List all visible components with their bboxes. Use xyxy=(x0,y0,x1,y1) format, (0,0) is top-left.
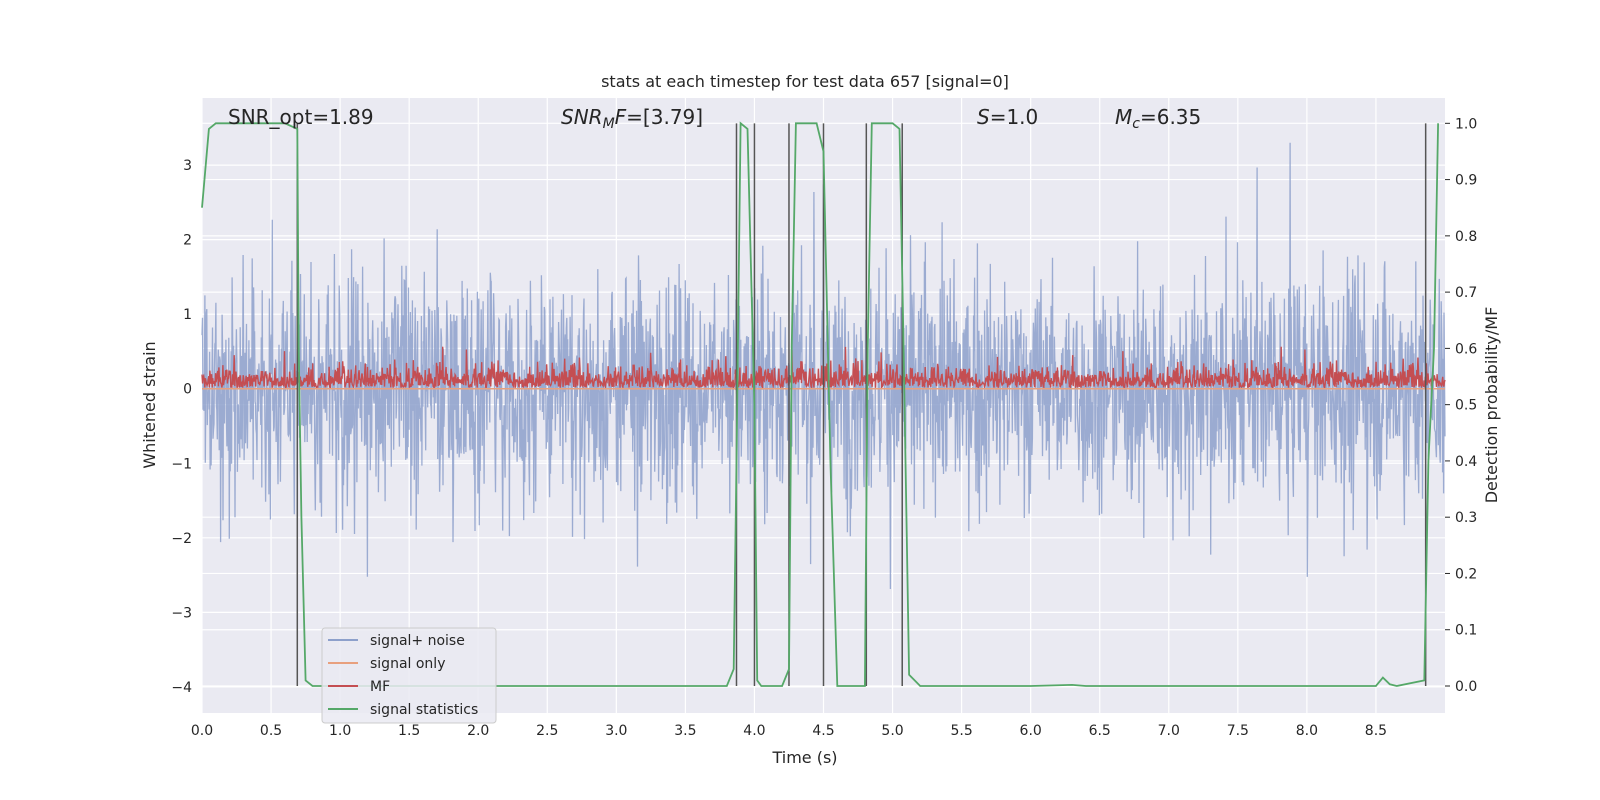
x-tick-label: 5.5 xyxy=(950,723,972,739)
annotation-snr-opt: SNR_opt=1.89 xyxy=(228,105,374,129)
x-tick-label: 8.0 xyxy=(1296,723,1318,739)
legend-label-signal-noise: signal+ noise xyxy=(370,633,465,649)
x-tick-label: 3.5 xyxy=(674,723,696,739)
signal-statistics-line xyxy=(201,121,1439,687)
y-right-tick-label: 0.5 xyxy=(1455,398,1477,414)
y-right-tick-label: 0.9 xyxy=(1455,173,1477,189)
legend-box xyxy=(321,627,497,724)
y-tick-label: −2 xyxy=(171,531,192,547)
y-axis-label: Whitened strain xyxy=(140,341,159,468)
y-right-tick-label: 1.0 xyxy=(1455,116,1477,132)
y-right-tick-label: 0.7 xyxy=(1455,285,1477,301)
y-tick-label: −1 xyxy=(171,456,192,472)
y-right-tick-label: 0.8 xyxy=(1455,229,1477,245)
annotation-mc-value: Mc=6.35 xyxy=(1115,105,1201,132)
legend-label-mf: MF xyxy=(370,679,390,695)
legend-label-signal-statistics: signal statistics xyxy=(370,702,478,718)
y-right-tick-label: 0.6 xyxy=(1455,341,1477,357)
x-tick-label: 3.0 xyxy=(605,723,627,739)
y-axis-right-label: Detection probability/MF xyxy=(1482,307,1501,504)
chart-title: stats at each timestep for test data 657… xyxy=(601,72,1009,91)
x-tick-label: 2.0 xyxy=(467,723,489,739)
x-tick-label: 7.5 xyxy=(1227,723,1249,739)
y-tick-label: 1 xyxy=(183,307,192,323)
y-tick-label: 0 xyxy=(183,382,192,398)
y-tick-label: −3 xyxy=(171,605,192,621)
x-tick-label: 0.0 xyxy=(191,723,213,739)
legend-label-signal-only: signal only xyxy=(370,656,445,672)
y-axis-ticks: −4 −3 −2 −1 0 1 2 3 xyxy=(171,158,192,696)
y-right-tick-label: 0.1 xyxy=(1455,623,1477,639)
x-tick-label: 8.5 xyxy=(1365,723,1387,739)
y-tick-label: 2 xyxy=(183,233,192,249)
legend: signal+ noise signal only MF signal stat… xyxy=(321,627,497,724)
annotation-snr-mf: SNRMF=[3.79] xyxy=(561,105,703,132)
x-tick-label: 1.0 xyxy=(329,723,351,739)
x-tick-label: 5.0 xyxy=(881,723,903,739)
x-tick-label: 0.5 xyxy=(260,723,282,739)
y-axis-right-ticks: 0.0 0.1 0.2 0.3 0.4 0.5 0.6 0.7 0.8 0.9 1.0 xyxy=(1445,116,1477,695)
x-tick-label: 6.0 xyxy=(1020,723,1042,739)
x-axis-label: Time (s) xyxy=(771,748,837,767)
x-tick-label: 6.5 xyxy=(1089,723,1111,739)
y-tick-label: −4 xyxy=(171,680,192,696)
y-right-tick-label: 0.0 xyxy=(1455,679,1477,695)
y-tick-label: 3 xyxy=(183,158,192,174)
x-tick-label: 4.0 xyxy=(743,723,765,739)
x-tick-label: 2.5 xyxy=(536,723,558,739)
x-tick-label: 1.5 xyxy=(398,723,420,739)
x-tick-label: 7.0 xyxy=(1158,723,1180,739)
y-right-tick-label: 0.4 xyxy=(1455,454,1477,470)
x-tick-label: 4.5 xyxy=(812,723,834,739)
y-right-tick-label: 0.2 xyxy=(1455,566,1477,582)
series-signal-statistics xyxy=(201,121,1439,687)
annotation-s-value: S=1.0 xyxy=(977,105,1038,129)
x-axis-ticks: 0.0 0.5 1.0 1.5 2.0 2.5 3.0 3.5 4.0 4.5 5.0 5.5 6.0 6… xyxy=(191,723,1387,739)
y-right-tick-label: 0.3 xyxy=(1455,510,1477,526)
